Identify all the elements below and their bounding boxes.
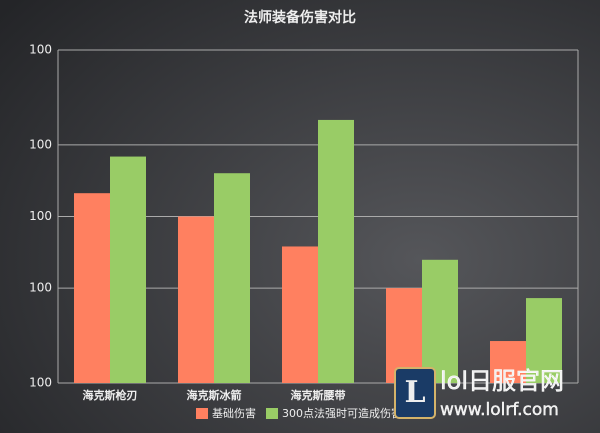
x-tick-label: 海克斯冰箭 — [187, 388, 242, 402]
y-tick-label: 100 — [29, 209, 52, 223]
watermark-logo-letter: L — [404, 375, 425, 410]
x-tick-label: 海克斯腰带 — [291, 388, 346, 402]
chart-title: 法师装备伤害对比 — [244, 9, 356, 26]
bar — [422, 259, 458, 383]
legend-label: 300点法强时可造成伤害 — [282, 406, 402, 420]
watermark-url: www.lolrf.com — [440, 400, 559, 420]
watermark: L lol日服官网 www.lolrf.com — [394, 367, 564, 420]
y-tick-label: 100 — [29, 376, 52, 390]
x-tick-label: 海克斯枪刃 — [83, 388, 138, 402]
watermark-name: lol日服官网 — [440, 367, 564, 395]
bar — [318, 119, 354, 384]
bar — [74, 193, 110, 383]
bar — [526, 298, 562, 383]
y-tick-label: 100 — [29, 43, 52, 57]
bar — [110, 156, 146, 383]
bar — [214, 173, 250, 383]
bar — [178, 216, 214, 383]
legend-swatch — [196, 408, 208, 419]
y-tick-label: 100 — [29, 281, 52, 295]
watermark-logo — [394, 367, 436, 419]
y-tick-label: 100 — [29, 137, 52, 151]
legend-label: 基础伤害 — [212, 406, 256, 420]
legend-swatch — [266, 408, 278, 419]
bar — [282, 246, 318, 383]
bar — [490, 341, 526, 383]
